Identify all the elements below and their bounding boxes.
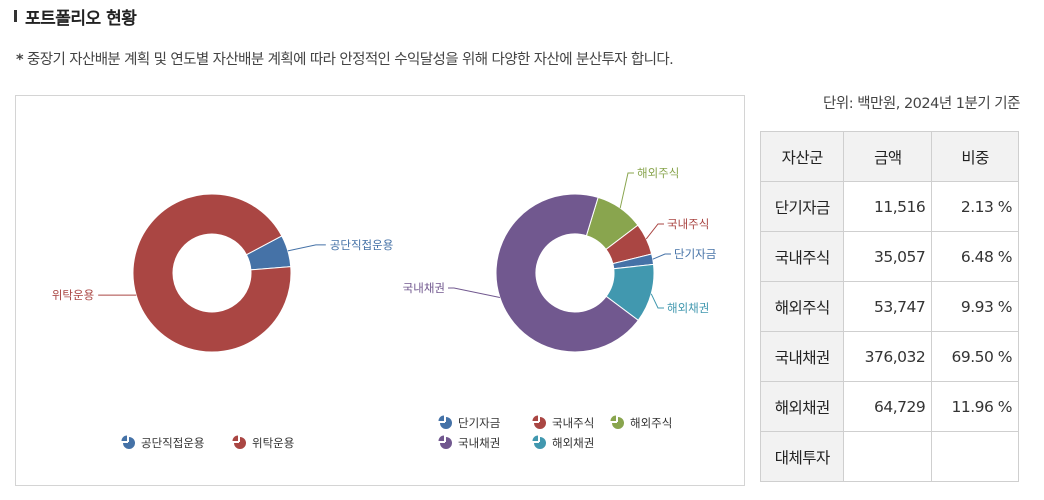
donut2-data-label-2: 해외주식 <box>637 166 679 180</box>
asset-name: 해외채권 <box>759 381 845 432</box>
donut2-leader-2 <box>619 172 634 209</box>
section-header: 포트폴리오 현황 <box>14 4 137 29</box>
donut2-leader-0 <box>652 253 671 260</box>
donut2-legend-label-1: 국내주식 <box>552 416 594 430</box>
table-row: 국내주식 35,057 6.48 % <box>759 231 1019 282</box>
donut2-legend-label-3: 국내채권 <box>458 436 500 450</box>
asset-ratio: 69.50 % <box>931 331 1019 382</box>
donut2-legend-icon-0 <box>438 415 452 429</box>
column-header-amount: 금액 <box>843 131 933 182</box>
donut2-legend-icon-4 <box>532 435 546 449</box>
donut2-data-label-0: 단기자금 <box>674 247 716 261</box>
donut1-legend-label-1: 위탁운용 <box>252 436 294 450</box>
asset-amount: 11,516 <box>843 181 933 232</box>
chart-panel: 공단직접운용 위탁운용 공단직접운용 위탁운용 해외주식 국내주식 단기자금 해외채권 국내채권… <box>15 95 745 486</box>
donut1-legend-label-0: 공단직접운용 <box>141 436 204 450</box>
asset-name: 국내주식 <box>759 231 845 282</box>
asset-ratio: 9.93 % <box>931 281 1019 332</box>
donut2-leader-3 <box>448 287 501 299</box>
donut1-leader-0 <box>287 244 326 252</box>
donut2-data-label-4: 해외채권 <box>667 301 709 315</box>
donut2-legend-icon-2 <box>610 415 624 429</box>
section-description: * 중장기 자산배분 계획 및 연도별 자산배분 계획에 따라 안정적인 수익달성… <box>16 48 674 69</box>
portfolio-table: 자산군 금액 비중 단기자금 11,516 2.13 % 국내주식 35,057… <box>759 131 1019 482</box>
asset-amount: 53,747 <box>843 281 933 332</box>
table-row: 단기자금 11,516 2.13 % <box>759 181 1019 232</box>
asset-ratio: 6.48 % <box>931 231 1019 282</box>
asset-amount: 376,032 <box>843 331 933 382</box>
donut1-legend-icon-0 <box>121 435 135 449</box>
column-header-ratio: 비중 <box>931 131 1019 182</box>
donut2-legend-label-0: 단기자금 <box>458 416 500 430</box>
asset-name: 국내채권 <box>759 331 845 382</box>
asset-amount: 35,057 <box>843 231 933 282</box>
table-row: 대체투자 <box>759 431 1019 482</box>
donut2-legend-icon-3 <box>438 435 452 449</box>
donut1-slice-1 <box>132 193 292 353</box>
asset-name: 단기자금 <box>759 181 845 232</box>
asset-ratio <box>931 431 1019 482</box>
asset-name: 대체투자 <box>759 431 845 482</box>
donut2-leader-1 <box>645 223 664 240</box>
donut2-leader-4 <box>650 293 664 309</box>
title-marker <box>14 10 17 22</box>
donut2-legend-icon-1 <box>532 415 546 429</box>
description-star: * <box>16 52 24 68</box>
donut2-slice-3 <box>495 193 639 353</box>
asset-ratio: 11.96 % <box>931 381 1019 432</box>
donut2-legend-label-4: 해외채권 <box>552 436 594 450</box>
table-row: 해외채권 64,729 11.96 % <box>759 381 1019 432</box>
table-header-row: 자산군 금액 비중 <box>759 131 1019 182</box>
asset-name: 해외주식 <box>759 281 845 332</box>
donut2-legend-label-2: 해외주식 <box>630 416 672 430</box>
column-header-asset: 자산군 <box>759 131 845 182</box>
donut2-data-label-1: 국내주식 <box>667 217 709 231</box>
description-text: 중장기 자산배분 계획 및 연도별 자산배분 계획에 따라 안정적인 수익달성을… <box>26 52 674 68</box>
asset-amount <box>843 431 933 482</box>
table-row: 해외주식 53,747 9.93 % <box>759 281 1019 332</box>
asset-ratio: 2.13 % <box>931 181 1019 232</box>
asset-amount: 64,729 <box>843 381 933 432</box>
donut1-data-label-0: 공단직접운용 <box>330 238 393 252</box>
table-row: 국내채권 376,032 69.50 % <box>759 331 1019 382</box>
page-title: 포트폴리오 현황 <box>25 8 137 29</box>
unit-label: 단위: 백만원, 2024년 1분기 기준 <box>823 96 1020 112</box>
donut1-legend-icon-1 <box>232 435 246 449</box>
donut2-data-label-3: 국내채권 <box>403 281 445 295</box>
donut1-data-label-1: 위탁운용 <box>52 288 94 302</box>
